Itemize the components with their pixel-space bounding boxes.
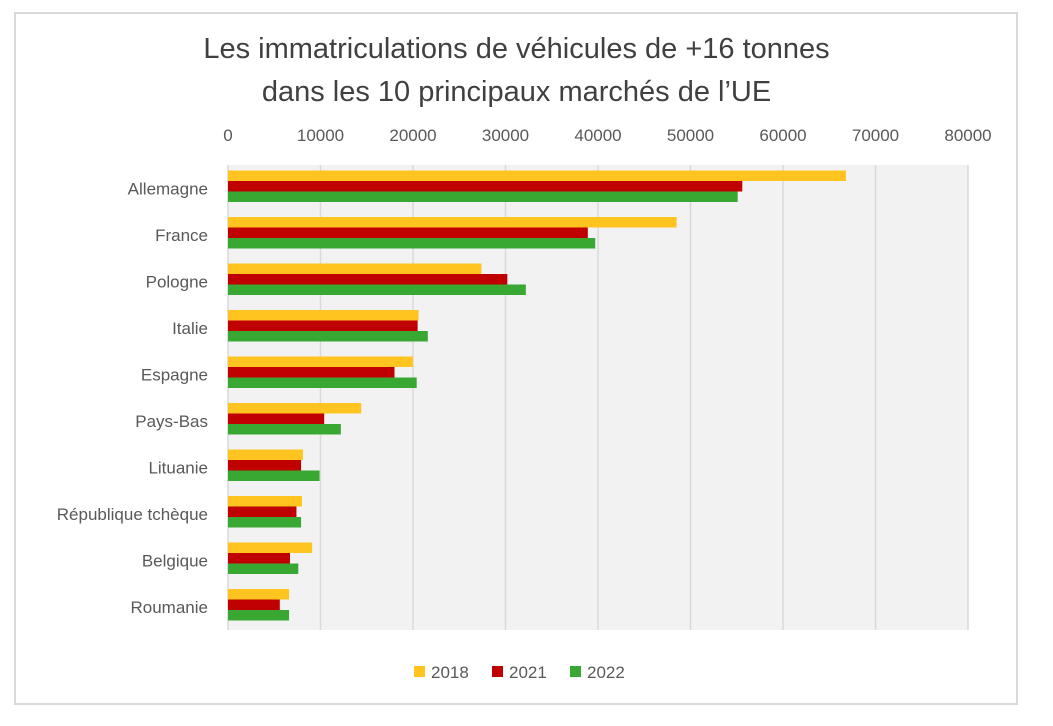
bar-2018-italie xyxy=(228,310,419,321)
bar-2018-belgique xyxy=(228,542,313,553)
x-tick-label: 0 xyxy=(223,126,232,145)
legend-swatch-2018 xyxy=(414,666,425,677)
legend-label-2022: 2022 xyxy=(587,663,625,682)
bar-2021-belgique xyxy=(228,553,290,564)
bar-2021-espagne xyxy=(228,367,395,378)
bar-2022-espagne xyxy=(228,377,417,388)
bar-2022-allemagne xyxy=(228,191,738,202)
bar-2018-pologne xyxy=(228,263,482,274)
bar-2021-roumanie xyxy=(228,599,280,610)
chart-title-line-2: dans les 10 principaux marchés de l’UE xyxy=(261,76,772,108)
bar-2022-lituanie xyxy=(228,470,320,481)
bar-2022-pays-bas xyxy=(228,424,341,435)
bar-2021-france xyxy=(228,227,588,238)
x-tick-label: 10000 xyxy=(297,126,344,145)
x-tick-label: 30000 xyxy=(482,126,529,145)
bar-2021-r-publique-tch-que xyxy=(228,506,297,517)
bar-2018-espagne xyxy=(228,356,413,367)
bar-2018-r-publique-tch-que xyxy=(228,496,302,507)
category-label: Belgique xyxy=(142,551,208,570)
bar-2018-allemagne xyxy=(228,170,846,181)
category-label: République tchèque xyxy=(57,505,208,524)
chart-title-line-1: Les immatriculations de véhicules de +16… xyxy=(203,33,830,65)
legend-label-2021: 2021 xyxy=(509,663,547,682)
x-tick-label: 60000 xyxy=(759,126,806,145)
legend-swatch-2022 xyxy=(570,666,581,677)
category-label: Allemagne xyxy=(128,179,208,198)
x-tick-label: 70000 xyxy=(852,126,899,145)
category-label: Pays-Bas xyxy=(135,412,208,431)
x-tick-label: 50000 xyxy=(667,126,714,145)
category-label: Roumanie xyxy=(131,598,209,617)
category-label: Lituanie xyxy=(148,458,208,477)
bar-2021-pologne xyxy=(228,274,508,285)
category-label: Espagne xyxy=(141,365,208,384)
category-label: Pologne xyxy=(146,272,208,291)
x-tick-label: 80000 xyxy=(944,126,991,145)
legend-swatch-2021 xyxy=(492,666,503,677)
legend-label-2018: 2018 xyxy=(431,663,469,682)
bar-2018-lituanie xyxy=(228,449,303,460)
x-tick-label: 40000 xyxy=(574,126,621,145)
bar-2022-r-publique-tch-que xyxy=(228,517,302,528)
bar-2021-italie xyxy=(228,320,418,331)
x-tick-label: 20000 xyxy=(389,126,436,145)
bar-2018-france xyxy=(228,217,677,228)
bar-2021-lituanie xyxy=(228,460,302,471)
bar-2021-pays-bas xyxy=(228,413,325,424)
bar-2022-belgique xyxy=(228,563,299,574)
bar-2018-roumanie xyxy=(228,589,290,600)
category-label: Italie xyxy=(172,319,208,338)
bar-2022-italie xyxy=(228,331,428,342)
bar-2022-roumanie xyxy=(228,610,290,621)
bar-2021-allemagne xyxy=(228,181,743,192)
category-label: France xyxy=(155,226,208,245)
bar-2022-france xyxy=(228,238,596,249)
bar-2018-pays-bas xyxy=(228,403,362,414)
bar-2022-pologne xyxy=(228,284,526,295)
